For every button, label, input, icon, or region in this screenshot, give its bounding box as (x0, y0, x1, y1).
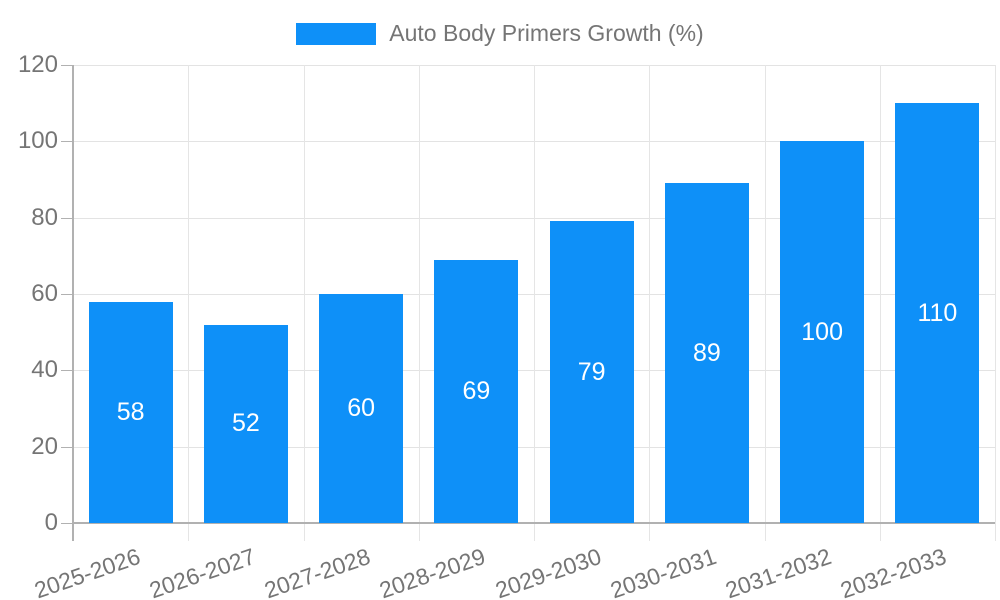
gridline-vertical (188, 65, 190, 541)
bar-value-label: 58 (116, 397, 145, 426)
y-axis-tick (61, 446, 73, 448)
y-axis-tick (61, 217, 73, 219)
y-axis-tick-label: 60 (31, 280, 58, 307)
bar[interactable]: 52 (203, 324, 288, 523)
x-axis-tick-label: 2028-2029 (376, 543, 489, 600)
y-axis-tick-label: 80 (31, 203, 58, 231)
y-axis-tick-label: 20 (31, 432, 58, 460)
gridline-vertical (764, 65, 766, 541)
gridline-vertical (649, 65, 651, 541)
y-axis-tick-label: 0 (44, 509, 58, 536)
x-axis-tick-label: 2025-2026 (30, 543, 144, 600)
bar-value-label: 79 (577, 357, 606, 386)
bar[interactable]: 79 (549, 221, 634, 523)
bar[interactable]: 110 (895, 103, 980, 523)
y-axis-tick-label: 40 (31, 356, 58, 384)
gridline-vertical (534, 65, 535, 541)
y-axis-tick (61, 141, 73, 143)
x-axis-tick-label: 2031-2032 (722, 543, 835, 600)
y-axis-tick-label: 120 (17, 51, 58, 78)
y-axis-tick (61, 523, 73, 524)
x-axis-tick-label: 2030-2031 (606, 543, 720, 600)
bar-value-label: 110 (917, 298, 958, 327)
bar-value-label: 100 (801, 317, 843, 346)
y-axis-tick (61, 65, 73, 66)
y-axis-tick (61, 294, 73, 295)
gridline-vertical (995, 65, 996, 541)
bar[interactable]: 89 (664, 183, 749, 523)
legend-swatch (296, 22, 377, 45)
x-axis-tick-label: 2032-2033 (837, 543, 950, 600)
bar[interactable]: 60 (319, 294, 404, 523)
x-axis-tick-label: 2027-2028 (261, 543, 374, 600)
bar[interactable]: 58 (88, 301, 173, 523)
x-axis-tick-label: 2026-2027 (145, 543, 259, 600)
bar-value-label: 60 (347, 394, 376, 422)
gridline-vertical (303, 65, 305, 541)
bar-value-label: 69 (462, 376, 491, 405)
bar[interactable]: 69 (434, 259, 519, 523)
bar-value-label: 89 (692, 338, 721, 367)
y-axis-tick (61, 370, 73, 372)
legend-label: Auto Body Primers Growth (%) (389, 20, 704, 46)
x-axis-line (73, 522, 995, 524)
bar[interactable]: 100 (780, 141, 865, 523)
gridline-vertical (418, 65, 420, 541)
legend[interactable]: Auto Body Primers Growth (%) (0, 20, 1000, 47)
y-axis-line (72, 65, 74, 541)
bar-value-label: 52 (231, 409, 260, 438)
gridline-vertical (879, 65, 881, 541)
y-axis-tick-label: 100 (17, 127, 58, 155)
x-axis-tick-label: 2029-2030 (491, 543, 605, 600)
